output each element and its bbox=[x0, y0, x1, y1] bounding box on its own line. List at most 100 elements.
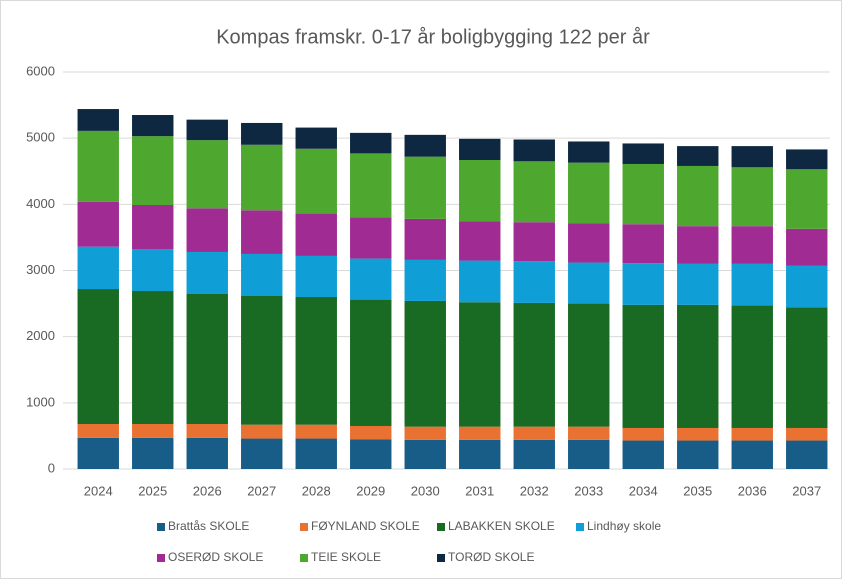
y-tick-label: 4000 bbox=[26, 196, 55, 211]
bar-segment bbox=[77, 109, 119, 131]
bar-segment bbox=[77, 130, 119, 202]
x-tick-label: 2029 bbox=[356, 483, 385, 498]
bar-segment bbox=[241, 295, 283, 425]
bar-segment bbox=[459, 260, 501, 303]
bar-segment bbox=[77, 424, 119, 438]
bar-segment bbox=[295, 148, 337, 214]
bar-segment bbox=[622, 440, 664, 469]
x-tick-label: 2036 bbox=[738, 483, 767, 498]
bar-segment bbox=[459, 221, 501, 261]
bar-segment bbox=[295, 213, 337, 256]
bar-segment bbox=[731, 440, 773, 469]
bar-segment bbox=[568, 303, 610, 427]
bar-segment bbox=[350, 425, 392, 440]
bar-segment bbox=[350, 299, 392, 426]
legend-label: TEIE SKOLE bbox=[311, 550, 381, 564]
y-tick-label: 5000 bbox=[26, 130, 55, 145]
bar-segment bbox=[622, 427, 664, 441]
bar-segment bbox=[404, 439, 446, 469]
bar-segment bbox=[731, 146, 773, 168]
y-tick-label: 2000 bbox=[26, 328, 55, 343]
bar-segment bbox=[677, 304, 719, 428]
bar-segment bbox=[677, 146, 719, 166]
bar-segment bbox=[731, 226, 773, 264]
bar-segment bbox=[513, 261, 555, 303]
bar-segment bbox=[186, 208, 228, 252]
legend-swatch bbox=[437, 554, 445, 562]
bar-segment bbox=[404, 134, 446, 157]
bar-segment bbox=[241, 424, 283, 439]
bar-segment bbox=[350, 217, 392, 259]
bar-segment bbox=[186, 140, 228, 209]
bar-segment bbox=[622, 263, 664, 305]
bar-segment bbox=[677, 165, 719, 227]
bar-segment bbox=[186, 293, 228, 425]
bar-segment bbox=[77, 437, 119, 469]
legend-swatch bbox=[157, 523, 165, 531]
bar-segment bbox=[241, 122, 283, 145]
bar-segment bbox=[186, 437, 228, 469]
x-tick-label: 2030 bbox=[411, 483, 440, 498]
legend-swatch bbox=[576, 523, 584, 531]
legend-swatch bbox=[300, 554, 308, 562]
x-tick-label: 2024 bbox=[84, 483, 113, 498]
bar-segment bbox=[132, 204, 174, 250]
x-tick-label: 2034 bbox=[629, 483, 658, 498]
bar-segment bbox=[513, 302, 555, 427]
y-tick-label: 3000 bbox=[26, 262, 55, 277]
bar-segment bbox=[404, 426, 446, 440]
bar-segment bbox=[295, 296, 337, 425]
bar-segment bbox=[77, 201, 119, 247]
bar-segment bbox=[568, 162, 610, 224]
legend-label: TORØD SKOLE bbox=[448, 550, 534, 564]
x-tick-label: 2028 bbox=[302, 483, 331, 498]
bar-segment bbox=[132, 136, 174, 205]
legend-label: Lindhøy skole bbox=[587, 519, 661, 533]
legend-swatch bbox=[437, 523, 445, 531]
bar-segment bbox=[622, 163, 664, 225]
bar-segment bbox=[568, 141, 610, 163]
bar-segment bbox=[622, 224, 664, 264]
chart-title: Kompas framskr. 0-17 år boligbygging 122… bbox=[216, 26, 650, 48]
bar-segment bbox=[350, 132, 392, 154]
bar-segment bbox=[404, 218, 446, 260]
x-tick-label: 2033 bbox=[574, 483, 603, 498]
bar-segment bbox=[459, 439, 501, 469]
bar-segment bbox=[295, 255, 337, 297]
bar-segment bbox=[241, 210, 283, 254]
bar-segment bbox=[731, 305, 773, 428]
bar-segment bbox=[786, 265, 828, 308]
bar-segment bbox=[731, 167, 773, 227]
bar-segment bbox=[786, 228, 828, 266]
bar-segment bbox=[677, 263, 719, 305]
bar-segment bbox=[513, 139, 555, 162]
bar-segment bbox=[677, 226, 719, 264]
bar-segment bbox=[513, 161, 555, 223]
legend-label: FØYNLAND SKOLE bbox=[311, 519, 420, 533]
bar-segment bbox=[568, 223, 610, 263]
bar-segment bbox=[404, 300, 446, 427]
bar-segment bbox=[295, 424, 337, 439]
bar-segment bbox=[622, 304, 664, 428]
bar-segment bbox=[459, 160, 501, 222]
x-tick-label: 2031 bbox=[465, 483, 494, 498]
bar-segment bbox=[132, 249, 174, 292]
bar-segment bbox=[568, 426, 610, 440]
bar-segment bbox=[77, 289, 119, 425]
bar-segment bbox=[350, 439, 392, 469]
bar-segment bbox=[677, 440, 719, 469]
bar-segment bbox=[295, 438, 337, 469]
bar-segment bbox=[786, 169, 828, 229]
bar-segment bbox=[404, 259, 446, 301]
bar-segment bbox=[459, 302, 501, 427]
bar-segment bbox=[404, 156, 446, 219]
bar-segment bbox=[786, 440, 828, 469]
bar-segment bbox=[677, 427, 719, 441]
bar-segment bbox=[459, 426, 501, 440]
bar-segment bbox=[241, 253, 283, 296]
bar-segment bbox=[568, 439, 610, 469]
legend-swatch bbox=[157, 554, 165, 562]
x-tick-label: 2027 bbox=[247, 483, 276, 498]
bar-segment bbox=[568, 262, 610, 304]
